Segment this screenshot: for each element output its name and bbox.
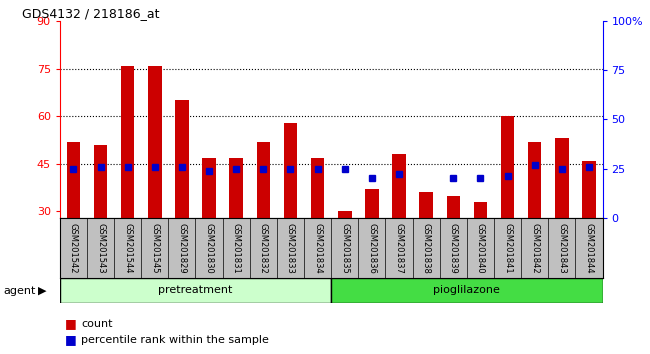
Bar xyxy=(60,278,332,303)
Bar xyxy=(528,142,541,218)
Text: GSM201843: GSM201843 xyxy=(557,223,566,273)
Text: pretreatment: pretreatment xyxy=(159,285,233,295)
Text: GSM201840: GSM201840 xyxy=(476,223,485,273)
Bar xyxy=(500,116,514,218)
Text: GSM201842: GSM201842 xyxy=(530,223,540,273)
Bar xyxy=(202,158,216,218)
Bar xyxy=(332,278,603,303)
Text: GSM201542: GSM201542 xyxy=(69,223,78,273)
Bar xyxy=(419,192,433,218)
Text: GSM201545: GSM201545 xyxy=(150,223,159,273)
Text: GSM201543: GSM201543 xyxy=(96,223,105,273)
Bar xyxy=(121,65,135,218)
Text: GSM201844: GSM201844 xyxy=(584,223,593,273)
Text: percentile rank within the sample: percentile rank within the sample xyxy=(81,335,269,345)
Text: pioglilazone: pioglilazone xyxy=(434,285,500,295)
Text: GSM201834: GSM201834 xyxy=(313,223,322,273)
Bar xyxy=(283,122,297,218)
Text: GSM201841: GSM201841 xyxy=(503,223,512,273)
Bar xyxy=(311,158,324,218)
Bar xyxy=(447,195,460,218)
Bar xyxy=(582,161,596,218)
Text: GSM201831: GSM201831 xyxy=(231,223,240,273)
Text: GSM201838: GSM201838 xyxy=(422,223,431,273)
Bar xyxy=(175,101,188,218)
Text: GSM201832: GSM201832 xyxy=(259,223,268,273)
Bar xyxy=(148,65,162,218)
Text: GDS4132 / 218186_at: GDS4132 / 218186_at xyxy=(22,7,159,20)
Bar xyxy=(555,138,569,218)
Bar xyxy=(94,145,107,218)
Bar xyxy=(66,142,80,218)
Text: GSM201835: GSM201835 xyxy=(340,223,349,273)
Text: count: count xyxy=(81,319,112,329)
Text: ■: ■ xyxy=(65,318,77,330)
Text: GSM201839: GSM201839 xyxy=(448,223,458,273)
Bar xyxy=(365,189,379,218)
Text: GSM201837: GSM201837 xyxy=(395,223,404,273)
Bar xyxy=(392,154,406,218)
Bar xyxy=(474,202,488,218)
Text: GSM201833: GSM201833 xyxy=(286,223,295,273)
Bar xyxy=(257,142,270,218)
Text: ▶: ▶ xyxy=(38,286,46,296)
Text: GSM201829: GSM201829 xyxy=(177,223,187,273)
Text: ■: ■ xyxy=(65,333,77,346)
Text: GSM201544: GSM201544 xyxy=(123,223,132,273)
Text: GSM201830: GSM201830 xyxy=(205,223,214,273)
Bar xyxy=(338,211,352,218)
Bar xyxy=(229,158,243,218)
Text: agent: agent xyxy=(3,286,36,296)
Text: GSM201836: GSM201836 xyxy=(367,223,376,273)
